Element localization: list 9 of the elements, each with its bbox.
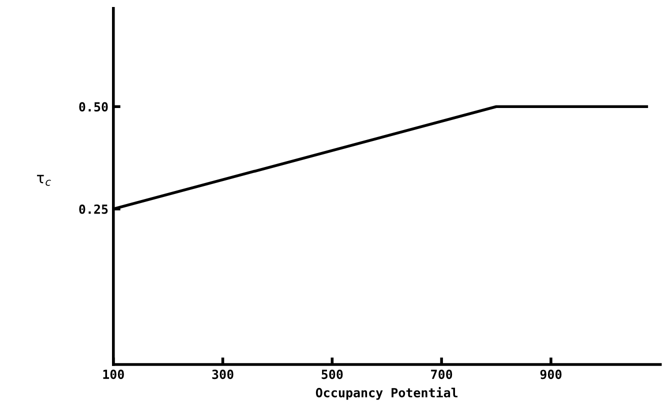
x-tick-label: 900	[540, 370, 562, 380]
y-tick-label: 0.25	[79, 204, 108, 214]
x-axis-title: Occupancy Potential	[316, 387, 458, 400]
x-tick-label: 100	[103, 370, 124, 380]
y-tick-label: 0.50	[79, 102, 108, 112]
y-axis-title: τ$_{c}$	[37, 174, 51, 186]
x-tick-label: 700	[431, 370, 452, 380]
x-tick-label: 500	[322, 370, 343, 380]
x-tick-label: 300	[212, 370, 234, 380]
